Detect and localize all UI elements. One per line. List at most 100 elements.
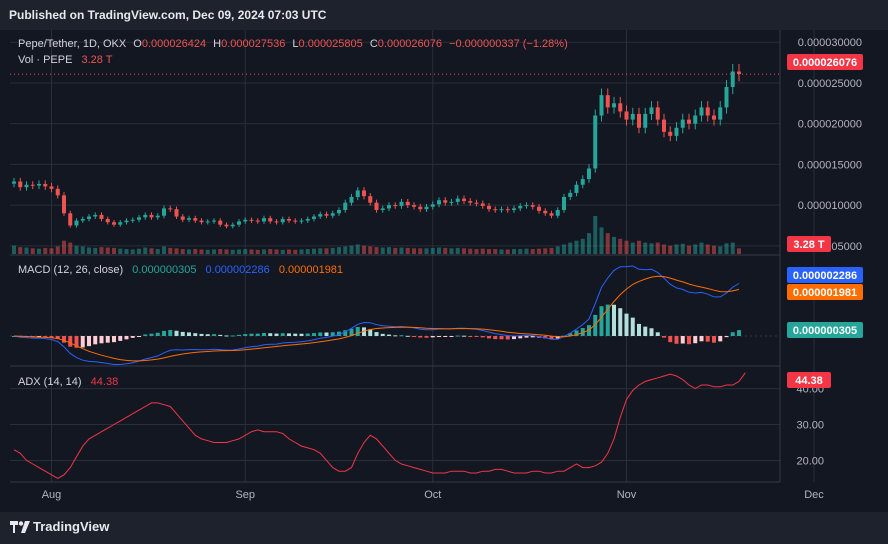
volume-bar	[680, 243, 685, 254]
chart-svg[interactable]: AugSepOctNovDec170.0000300000.0000250000…	[0, 30, 888, 512]
candle-body	[230, 224, 235, 227]
x-tick-label: Sep	[235, 489, 255, 501]
volume-bar	[643, 242, 648, 254]
volume-bar	[712, 245, 716, 254]
macd-histogram-bar	[599, 306, 604, 336]
high-label: H	[213, 38, 221, 50]
macd-histogram-bar	[424, 336, 429, 338]
macd-title: MACD (12, 26, close)	[18, 264, 123, 276]
candle-body	[568, 192, 573, 197]
volume-bar	[280, 249, 285, 254]
macd-line-value: 0.000002286	[206, 264, 270, 276]
candle-body	[199, 220, 204, 223]
chart-area[interactable]: AugSepOctNovDec170.0000300000.0000250000…	[0, 30, 888, 512]
volume-bar	[599, 227, 604, 254]
volume-bar	[693, 244, 698, 254]
candle-body	[43, 183, 48, 187]
macd-histogram-bar	[174, 330, 179, 336]
candle-body	[405, 201, 410, 206]
candle-body	[699, 107, 704, 116]
macd-histogram-bar	[130, 336, 135, 338]
candle-body	[730, 71, 735, 88]
candle-body	[118, 222, 123, 225]
candle-body	[262, 218, 266, 222]
published-text: Published on TradingView.com, Dec 09, 20…	[9, 8, 327, 22]
candle-body	[74, 220, 79, 226]
macd-histogram-bar	[549, 336, 554, 340]
macd-hist-tag: 0.000000305	[787, 322, 863, 338]
macd-histogram-bar	[655, 332, 660, 336]
tradingview-logo-icon	[10, 521, 30, 533]
candle-body	[149, 214, 154, 218]
macd-histogram-bar	[680, 336, 685, 344]
volume-bar	[512, 249, 516, 254]
macd-histogram-bar	[105, 336, 110, 343]
macd-histogram-bar	[662, 336, 666, 338]
volume-bar	[62, 240, 66, 254]
volume-bar	[324, 248, 329, 254]
brand-name: TradingView	[33, 519, 110, 534]
macd-histogram-bar	[80, 336, 85, 348]
macd-histogram-bar	[474, 336, 479, 337]
last-price-tag-text: 0.000026076	[793, 57, 857, 69]
candle-body	[305, 218, 310, 221]
candle-body	[80, 218, 85, 221]
macd-histogram-bar	[712, 336, 716, 343]
macd-histogram-bar	[193, 333, 198, 336]
candle-body	[255, 220, 260, 222]
macd-histogram-bar	[162, 330, 166, 336]
volume-bar	[174, 248, 179, 254]
volume-bar	[337, 247, 341, 254]
macd-histogram-bar	[487, 336, 491, 339]
candle-body	[99, 214, 104, 219]
adx-value: 44.38	[91, 376, 119, 388]
candle-body	[193, 218, 198, 221]
volume-bar	[199, 249, 204, 254]
candle-body	[737, 71, 741, 74]
volume-bar	[518, 249, 523, 254]
volume-bar	[49, 248, 54, 254]
candle-body	[280, 218, 285, 223]
candle-body	[549, 213, 554, 216]
volume-bar	[474, 249, 479, 254]
volume-bar	[205, 249, 210, 254]
volume-bar	[18, 247, 23, 254]
candle-body	[243, 219, 248, 222]
macd-histogram-bar	[462, 335, 466, 337]
candle-body	[124, 220, 129, 223]
candle-body	[524, 205, 529, 207]
candle-body	[24, 184, 29, 188]
candle-body	[18, 181, 23, 188]
macd-line-tag-text: 0.000002286	[793, 270, 857, 282]
macd-histogram-bar	[512, 336, 516, 340]
macd-histogram-bar	[74, 336, 79, 348]
volume-bar	[649, 243, 654, 254]
macd-histogram-bar	[718, 336, 723, 342]
macd-histogram-bar	[649, 328, 654, 336]
macd-histogram-bar	[205, 334, 210, 336]
candle-body	[537, 206, 541, 211]
macd-histogram-bar	[93, 336, 98, 345]
open-label: O	[133, 38, 142, 50]
macd-signal-tag-text: 0.000001981	[793, 287, 857, 299]
volume-bar	[537, 248, 541, 254]
volume-bar	[124, 249, 129, 254]
macd-histogram-bar	[618, 308, 623, 336]
macd-histogram-bar	[262, 333, 266, 336]
macd-histogram-bar	[437, 336, 441, 337]
volume-bar	[393, 247, 398, 254]
volume-bar	[587, 233, 591, 254]
candle-body	[587, 168, 591, 180]
volume-bar	[268, 249, 273, 254]
volume-bar	[180, 249, 185, 254]
macd-signal-line	[13, 275, 740, 362]
macd-histogram-bar	[280, 333, 285, 336]
macd-histogram-bar	[218, 334, 223, 336]
candle-body	[412, 205, 416, 207]
candle-body	[68, 213, 73, 226]
macd-histogram-bar	[318, 332, 323, 336]
macd-histogram-bar	[605, 304, 610, 336]
volume-bar	[430, 247, 435, 254]
candle-body	[437, 200, 441, 205]
macd-histogram-bar	[55, 336, 60, 339]
